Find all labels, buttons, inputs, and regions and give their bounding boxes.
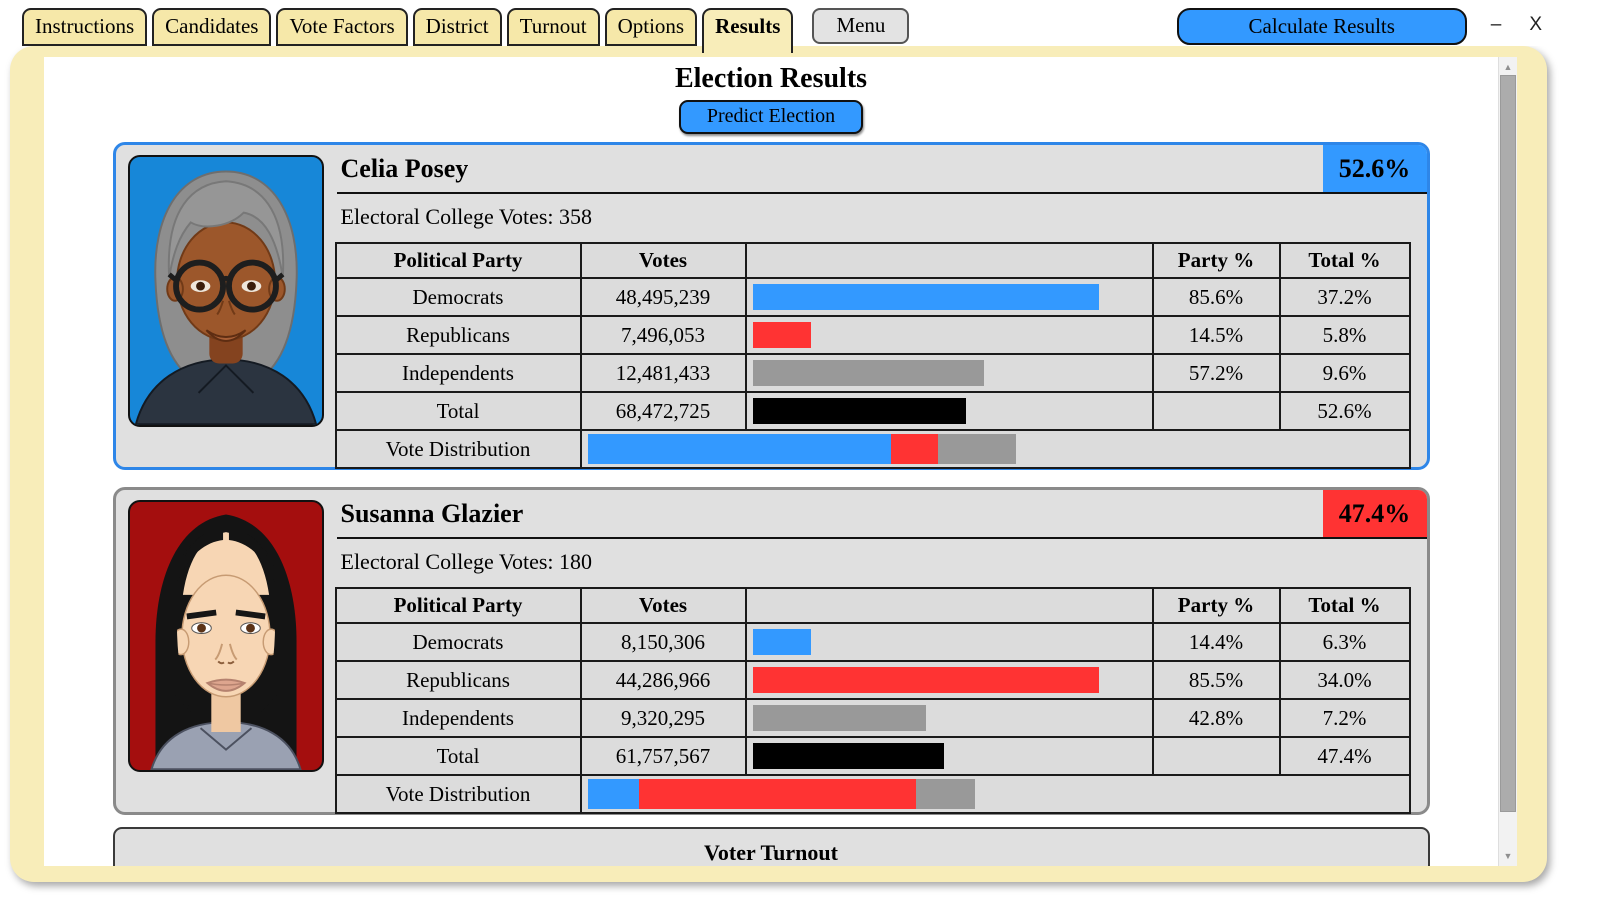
distribution-democrat-segment bbox=[587, 779, 639, 809]
scroll-up-icon[interactable]: ▲ bbox=[1503, 62, 1513, 72]
table-header-row: Political Party Votes Party % Total % bbox=[334, 587, 1411, 624]
scroll-down-icon[interactable]: ▼ bbox=[1503, 851, 1513, 861]
table-row: Independents 12,481,433 57.2% 9.6% bbox=[334, 353, 1411, 393]
vote-results-table: Political Party Votes Party % Total % De… bbox=[334, 242, 1411, 469]
distribution-independent-segment bbox=[915, 779, 975, 809]
menu-button[interactable]: Menu bbox=[812, 8, 910, 44]
vote-distribution-bar bbox=[587, 779, 1403, 809]
vote-distribution-bar bbox=[587, 434, 1403, 464]
page-title: Election Results bbox=[674, 63, 868, 94]
results-viewport: Election Results Predict Election bbox=[44, 57, 1498, 866]
scrollbar-thumb[interactable] bbox=[1500, 75, 1516, 812]
party-vote-bar bbox=[752, 667, 1099, 693]
candidate-card-celia-posey: 52.6% Celia Posey Electoral College Vote… bbox=[112, 142, 1430, 470]
distribution-republican-segment bbox=[638, 779, 916, 809]
voter-turnout-section: Voter Turnout bbox=[112, 827, 1430, 866]
total-vote-bar bbox=[752, 743, 945, 769]
electoral-votes-value: 180 bbox=[559, 549, 593, 574]
electoral-votes-value: 358 bbox=[559, 204, 593, 229]
tab-candidates[interactable]: Candidates bbox=[152, 8, 272, 46]
candidate-avatar bbox=[127, 155, 324, 427]
distribution-row: Vote Distribution bbox=[334, 774, 1411, 814]
table-row: Democrats 8,150,306 14.4% 6.3% bbox=[334, 622, 1411, 662]
col-political-party: Political Party bbox=[334, 242, 582, 279]
electoral-votes-label: Electoral College Votes: bbox=[340, 204, 554, 229]
tab-instructions[interactable]: Instructions bbox=[22, 8, 148, 46]
table-row-total: Total 61,757,567 47.4% bbox=[334, 736, 1411, 776]
party-vote-bar bbox=[752, 360, 985, 386]
col-bar bbox=[744, 242, 1154, 279]
party-vote-bar bbox=[752, 284, 1100, 310]
table-header-row: Political Party Votes Party % Total % bbox=[334, 242, 1411, 279]
distribution-republican-segment bbox=[890, 434, 938, 464]
electoral-votes-line: Electoral College Votes: 358 bbox=[341, 204, 1427, 230]
results-window-frame: Election Results Predict Election bbox=[10, 46, 1547, 882]
col-party-pct: Party % bbox=[1151, 587, 1281, 624]
candidate-name: Celia Posey bbox=[336, 145, 1323, 194]
tab-results[interactable]: Results bbox=[702, 8, 794, 53]
table-row: Republicans 7,496,053 14.5% 5.8% bbox=[334, 315, 1411, 355]
result-percentage-badge: 47.4% bbox=[1322, 490, 1427, 539]
party-vote-bar bbox=[752, 705, 926, 731]
tab-options[interactable]: Options bbox=[604, 8, 698, 46]
col-votes: Votes bbox=[579, 242, 747, 279]
party-vote-bar bbox=[752, 322, 812, 348]
col-party-pct: Party % bbox=[1151, 242, 1281, 279]
table-row-total: Total 68,472,725 52.6% bbox=[334, 391, 1411, 431]
tab-turnout[interactable]: Turnout bbox=[506, 8, 600, 46]
col-total-pct: Total % bbox=[1278, 242, 1411, 279]
tab-bar: Instructions Candidates Vote Factors Dis… bbox=[0, 0, 1600, 53]
candidate-name: Susanna Glazier bbox=[336, 490, 1323, 539]
electoral-votes-label: Electoral College Votes: bbox=[340, 549, 554, 574]
candidate-card-susanna-glazier: 47.4% Susanna Glazier Electoral College … bbox=[112, 487, 1430, 815]
party-vote-bar bbox=[752, 629, 811, 655]
candidate-avatar bbox=[127, 500, 324, 772]
predict-election-button[interactable]: Predict Election bbox=[678, 100, 864, 134]
table-row: Democrats 48,495,239 85.6% 37.2% bbox=[334, 277, 1411, 317]
col-votes: Votes bbox=[579, 587, 747, 624]
col-total-pct: Total % bbox=[1278, 587, 1411, 624]
table-row: Republicans 44,286,966 85.5% 34.0% bbox=[334, 660, 1411, 700]
table-row: Independents 9,320,295 42.8% 7.2% bbox=[334, 698, 1411, 738]
col-political-party: Political Party bbox=[334, 587, 582, 624]
total-vote-bar bbox=[752, 398, 966, 424]
vertical-scrollbar[interactable]: ▲ ▼ bbox=[1498, 57, 1517, 866]
distribution-row: Vote Distribution bbox=[334, 429, 1411, 469]
col-bar bbox=[744, 587, 1154, 624]
close-icon[interactable]: X bbox=[1529, 14, 1542, 35]
result-percentage-badge: 52.6% bbox=[1322, 145, 1427, 194]
minimize-icon[interactable]: – bbox=[1490, 14, 1502, 35]
distribution-democrat-segment bbox=[587, 434, 891, 464]
distribution-independent-segment bbox=[937, 434, 1017, 464]
voter-turnout-title: Voter Turnout bbox=[704, 840, 838, 865]
vote-results-table: Political Party Votes Party % Total % De… bbox=[334, 587, 1411, 814]
portrait-celia-posey-image bbox=[134, 170, 317, 425]
tab-vote-factors[interactable]: Vote Factors bbox=[276, 8, 408, 46]
portrait-susanna-glazier-image bbox=[149, 514, 302, 770]
calculate-results-button[interactable]: Calculate Results bbox=[1176, 8, 1467, 45]
electoral-votes-line: Electoral College Votes: 180 bbox=[341, 549, 1427, 575]
tab-district[interactable]: District bbox=[412, 8, 502, 46]
